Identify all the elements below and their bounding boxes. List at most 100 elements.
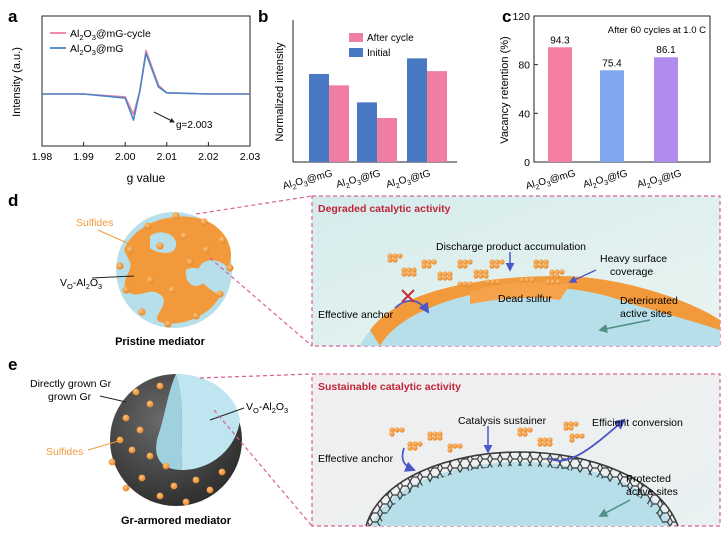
- sulfide-dot: [218, 468, 226, 476]
- plot-c-value-label: 75.4: [602, 58, 622, 69]
- plot-b-bar-initial: [357, 102, 377, 162]
- plot-c-bar: [548, 47, 572, 162]
- heavy-label-1: Heavy surface: [600, 253, 667, 265]
- legend-text-after: After cycle: [367, 33, 414, 44]
- discharge-clusters: [387, 253, 565, 287]
- zoom-connector-top-e: [199, 373, 313, 379]
- plot-c-ytick-label: 0: [524, 157, 530, 169]
- anchor-blocked-cross: [401, 289, 415, 303]
- efficient-label: Efficient conversion: [592, 417, 683, 429]
- plot-c-category-label: Al2O3@tG: [636, 168, 683, 192]
- cluster-atom: [554, 269, 560, 275]
- plot-c-categories: Al2O3@mG Al2O3@fG Al2O3@tG: [525, 168, 683, 192]
- cluster-atom: [543, 259, 549, 265]
- sulfide-dot: [162, 462, 170, 470]
- cluster-atom: [447, 447, 453, 453]
- panel-d: d Sulfides VO-Al2O3 Pristine mediator: [8, 191, 721, 348]
- panel-b: b Normalized intensity After cycle Initi…: [258, 7, 457, 192]
- legend-swatch-after: [349, 33, 363, 42]
- plot-c-value-label: 94.3: [550, 35, 570, 46]
- dead-sulfur-region: [470, 282, 570, 304]
- cluster-atom: [411, 271, 417, 277]
- cluster-atom: [387, 253, 393, 259]
- plot-c-yticks: 0 40 80 120: [512, 11, 538, 169]
- sulfide-dot: [156, 492, 164, 500]
- cluster-atom: [432, 431, 438, 437]
- protected-label-1: Protected: [626, 473, 671, 485]
- cluster-atom: [490, 279, 496, 285]
- legend-text-initial-b: Initial: [367, 48, 390, 59]
- cluster-atom: [542, 437, 548, 443]
- plot-a-annotation: g=2.003: [176, 120, 213, 131]
- cluster-atom: [432, 435, 438, 441]
- zoom-connector-bottom-e: [213, 409, 313, 527]
- cluster-atom: [574, 433, 580, 439]
- cluster-atom: [568, 421, 574, 427]
- cluster-atom: [529, 277, 535, 283]
- cluster-atom: [462, 263, 468, 269]
- cluster-atom: [389, 427, 395, 433]
- sulfide-dot: [126, 246, 134, 254]
- cluster-atom: [457, 281, 463, 287]
- title-e: Sustainable catalytic activity: [318, 381, 461, 393]
- anchor-arrow-e: [401, 447, 417, 472]
- polysulfide-clusters: [389, 421, 585, 453]
- anchor-label-e: Effective anchor: [318, 453, 394, 465]
- zoom-connector-bottom-d: [209, 257, 313, 347]
- cluster-atom: [545, 279, 551, 285]
- cluster-atom: [421, 263, 427, 269]
- cluster-atom: [412, 445, 418, 451]
- cluster-atom: [412, 441, 418, 447]
- cluster-atom: [392, 257, 398, 263]
- cluster-atom: [533, 263, 539, 269]
- plot-b-legend: After cycle Initial: [349, 33, 414, 59]
- plot-b-bars: [309, 58, 447, 163]
- cluster-atom: [462, 259, 468, 265]
- sulfide-dot: [168, 286, 176, 294]
- sustainer-label: Catalysis sustainer: [458, 415, 547, 427]
- cluster-atom: [494, 263, 500, 269]
- sulfides-leader-d: [97, 229, 135, 247]
- cluster-atom: [401, 271, 407, 277]
- protected-arrow: [598, 499, 631, 517]
- plot-a-xtick-label: 2.03: [240, 151, 261, 163]
- panel-e: e Directly grown Gr grown Gr VO-Al2O3 Su…: [8, 355, 721, 527]
- title-d: Degraded catalytic activity: [318, 203, 451, 215]
- plot-c-ytick-label: 40: [518, 108, 530, 120]
- cluster-atom: [485, 279, 491, 285]
- cluster-atom: [519, 277, 525, 283]
- cluster-atom: [478, 273, 484, 279]
- plot-c-bars: 94.3 75.4 86.1: [548, 35, 678, 163]
- sulfide-dot: [116, 262, 124, 270]
- armored-sphere: [108, 374, 242, 506]
- sulfide-dot: [172, 212, 180, 220]
- panel-label-e: e: [8, 355, 17, 374]
- cluster-atom: [522, 431, 528, 437]
- cluster-atom: [563, 425, 569, 431]
- cluster-atom: [483, 269, 489, 275]
- exposed-core-patch: [150, 232, 177, 253]
- panel-label-a: a: [8, 7, 18, 26]
- protected-label-2: active sites: [626, 486, 678, 498]
- sulfide-dot: [216, 290, 224, 298]
- cluster-atom: [437, 271, 443, 277]
- panel-a: a Intensity (a.u.) g value 1.98 1.99 2.00 2…: [8, 7, 260, 185]
- cluster-atom: [426, 263, 432, 269]
- cluster-atom: [447, 443, 453, 449]
- sulfide-dot: [122, 286, 130, 294]
- cluster-atom: [489, 259, 495, 265]
- deteriorated-arrow: [598, 319, 651, 334]
- sulfide-particles: [116, 212, 234, 328]
- cluster-atom: [524, 277, 530, 283]
- plot-b-category-label: Al2O3@fG: [335, 168, 382, 192]
- cluster-atom: [427, 431, 433, 437]
- cluster-atom: [554, 273, 560, 279]
- cluster-atom: [431, 259, 437, 265]
- sulfide-dot: [182, 498, 190, 506]
- cluster-atom: [406, 271, 412, 277]
- cluster-atom: [538, 259, 544, 265]
- plot-b-bar-after-cycle: [377, 117, 397, 162]
- plot-a-xtick-label: 2.01: [157, 151, 178, 163]
- sulfide-particles-e: [108, 382, 226, 506]
- plot-c-bar: [600, 70, 624, 162]
